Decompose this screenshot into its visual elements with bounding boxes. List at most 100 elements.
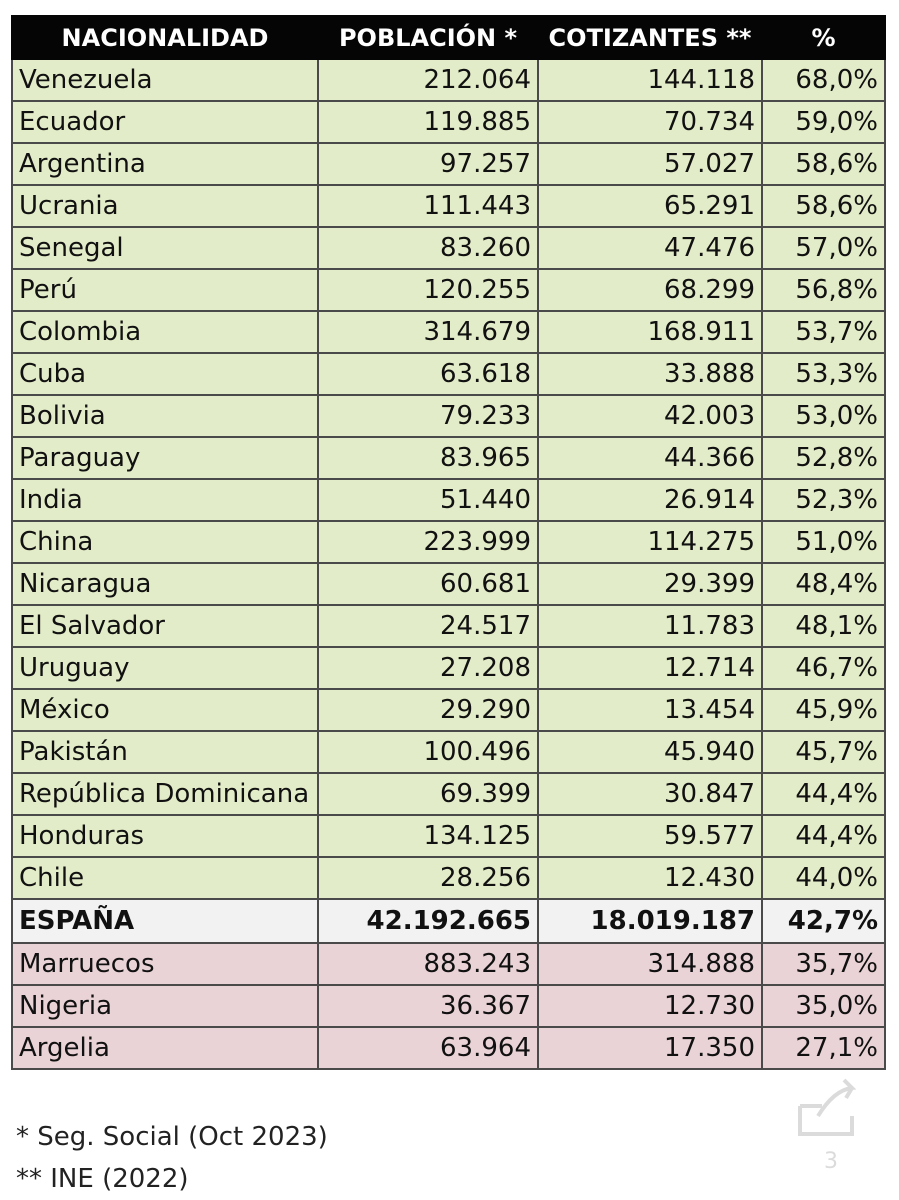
cell-nacionalidad: Uruguay xyxy=(11,646,319,690)
cell-poblacion: 119.885 xyxy=(317,100,539,144)
table-row: Argelia 63.964 17.350 27,1% xyxy=(11,1026,886,1070)
cell-cotizantes: 12.430 xyxy=(537,856,763,900)
cell-cotizantes: 68.299 xyxy=(537,268,763,312)
cell-cotizantes: 44.366 xyxy=(537,436,763,480)
table-row: El Salvador 24.517 11.783 48,1% xyxy=(11,604,886,648)
cell-cotizantes: 12.730 xyxy=(537,984,763,1028)
header-cotizantes: COTIZANTES ** xyxy=(537,15,763,60)
cell-cotizantes: 114.275 xyxy=(537,520,763,564)
cell-nacionalidad: Chile xyxy=(11,856,319,900)
cell-percent: 27,1% xyxy=(761,1026,886,1070)
cell-cotizantes: 168.911 xyxy=(537,310,763,354)
table-row: China 223.999 114.275 51,0% xyxy=(11,520,886,564)
share-icon: 3 xyxy=(798,1078,857,1172)
cell-percent: 56,8% xyxy=(761,268,886,312)
table-row: Nigeria 36.367 12.730 35,0% xyxy=(11,984,886,1028)
cell-poblacion: 63.964 xyxy=(317,1026,539,1070)
cell-percent: 52,8% xyxy=(761,436,886,480)
table-row: Colombia 314.679 168.911 53,7% xyxy=(11,310,886,354)
cell-cotizantes: 59.577 xyxy=(537,814,763,858)
cell-nacionalidad: India xyxy=(11,478,319,522)
table-row: Senegal 83.260 47.476 57,0% xyxy=(11,226,886,270)
table-row: Nicaragua 60.681 29.399 48,4% xyxy=(11,562,886,606)
cell-poblacion: 27.208 xyxy=(317,646,539,690)
cell-poblacion: 223.999 xyxy=(317,520,539,564)
cell-percent: 52,3% xyxy=(761,478,886,522)
cell-percent: 46,7% xyxy=(761,646,886,690)
table-row: Cuba 63.618 33.888 53,3% xyxy=(11,352,886,396)
footnote-ine: ** INE (2022) xyxy=(16,1164,189,1194)
table-row: ESPAÑA 42.192.665 18.019.187 42,7% xyxy=(11,898,886,944)
data-table: NACIONALIDAD POBLACIÓN * COTIZANTES ** %… xyxy=(11,15,886,1070)
cell-poblacion: 24.517 xyxy=(317,604,539,648)
table-row: Argentina 97.257 57.027 58,6% xyxy=(11,142,886,186)
cell-nacionalidad: Cuba xyxy=(11,352,319,396)
table-row: Perú 120.255 68.299 56,8% xyxy=(11,268,886,312)
cell-percent: 53,7% xyxy=(761,310,886,354)
cell-nacionalidad: Argelia xyxy=(11,1026,319,1070)
cell-percent: 44,4% xyxy=(761,772,886,816)
cell-percent: 44,4% xyxy=(761,814,886,858)
cell-cotizantes: 30.847 xyxy=(537,772,763,816)
cell-cotizantes: 33.888 xyxy=(537,352,763,396)
cell-cotizantes: 47.476 xyxy=(537,226,763,270)
table-row: Pakistán 100.496 45.940 45,7% xyxy=(11,730,886,774)
cell-cotizantes: 12.714 xyxy=(537,646,763,690)
cell-nacionalidad: Argentina xyxy=(11,142,319,186)
cell-poblacion: 69.399 xyxy=(317,772,539,816)
cell-nacionalidad: Marruecos xyxy=(11,942,319,986)
cell-poblacion: 79.233 xyxy=(317,394,539,438)
cell-poblacion: 60.681 xyxy=(317,562,539,606)
table-row: Ucrania 111.443 65.291 58,6% xyxy=(11,184,886,228)
cell-nacionalidad: Honduras xyxy=(11,814,319,858)
cell-percent: 48,4% xyxy=(761,562,886,606)
cell-nacionalidad: El Salvador xyxy=(11,604,319,648)
cell-poblacion: 97.257 xyxy=(317,142,539,186)
cell-cotizantes: 18.019.187 xyxy=(537,898,763,944)
cell-poblacion: 63.618 xyxy=(317,352,539,396)
cell-percent: 68,0% xyxy=(761,58,886,102)
table-row: Bolivia 79.233 42.003 53,0% xyxy=(11,394,886,438)
cell-poblacion: 120.255 xyxy=(317,268,539,312)
cell-poblacion: 83.965 xyxy=(317,436,539,480)
cell-nacionalidad: Ecuador xyxy=(11,100,319,144)
cell-percent: 35,0% xyxy=(761,984,886,1028)
table-row: México 29.290 13.454 45,9% xyxy=(11,688,886,732)
footnote-seg-social: * Seg. Social (Oct 2023) xyxy=(16,1122,328,1152)
cell-nacionalidad: República Dominicana xyxy=(11,772,319,816)
cell-poblacion: 36.367 xyxy=(317,984,539,1028)
cell-poblacion: 314.679 xyxy=(317,310,539,354)
cell-cotizantes: 314.888 xyxy=(537,942,763,986)
cell-nacionalidad: Perú xyxy=(11,268,319,312)
table-row: Honduras 134.125 59.577 44,4% xyxy=(11,814,886,858)
cell-percent: 57,0% xyxy=(761,226,886,270)
header-percent: % xyxy=(761,15,886,60)
cell-cotizantes: 70.734 xyxy=(537,100,763,144)
cell-cotizantes: 11.783 xyxy=(537,604,763,648)
cell-cotizantes: 13.454 xyxy=(537,688,763,732)
cell-nacionalidad: Nicaragua xyxy=(11,562,319,606)
cell-poblacion: 100.496 xyxy=(317,730,539,774)
header-poblacion: POBLACIÓN * xyxy=(317,15,539,60)
cell-percent: 58,6% xyxy=(761,184,886,228)
cell-percent: 59,0% xyxy=(761,100,886,144)
cell-cotizantes: 26.914 xyxy=(537,478,763,522)
cell-nacionalidad: Bolivia xyxy=(11,394,319,438)
cell-cotizantes: 144.118 xyxy=(537,58,763,102)
cell-nacionalidad: China xyxy=(11,520,319,564)
cell-percent: 45,9% xyxy=(761,688,886,732)
header-row: NACIONALIDAD POBLACIÓN * COTIZANTES ** % xyxy=(11,15,886,60)
cell-percent: 51,0% xyxy=(761,520,886,564)
cell-cotizantes: 42.003 xyxy=(537,394,763,438)
cell-poblacion: 883.243 xyxy=(317,942,539,986)
cell-percent: 48,1% xyxy=(761,604,886,648)
cell-nacionalidad: México xyxy=(11,688,319,732)
cell-nacionalidad: ESPAÑA xyxy=(11,898,319,944)
cell-cotizantes: 17.350 xyxy=(537,1026,763,1070)
cell-percent: 53,3% xyxy=(761,352,886,396)
table-row: Venezuela 212.064 144.118 68,0% xyxy=(11,58,886,102)
table-body: Venezuela 212.064 144.118 68,0% Ecuador 119.8… xyxy=(11,58,886,1070)
cell-nacionalidad: Colombia xyxy=(11,310,319,354)
cell-nacionalidad: Pakistán xyxy=(11,730,319,774)
cell-nacionalidad: Senegal xyxy=(11,226,319,270)
